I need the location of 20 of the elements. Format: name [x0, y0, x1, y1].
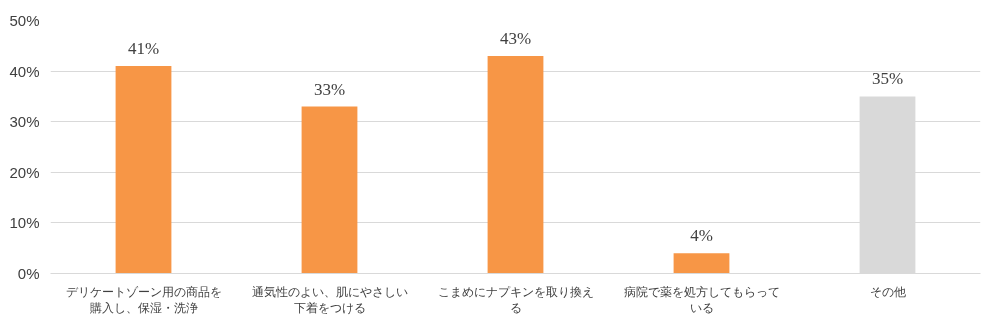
data-label: 4% [690, 226, 713, 246]
y-tick-label: 30% [9, 113, 40, 131]
y-tick-label: 50% [9, 12, 40, 29]
y-tick-label: 10% [9, 214, 40, 232]
x-tick-label: こまめにナプキンを取り換える [437, 284, 594, 316]
x-tick-label: 通気性のよい、肌にやさしい下着をつける [251, 284, 408, 316]
y-tick-label: 40% [9, 62, 40, 80]
bar [301, 106, 358, 274]
x-tick-label: 病院で薬を処方してもらっている [623, 284, 780, 316]
data-label: 35% [871, 69, 904, 89]
y-tick-label: 20% [9, 163, 40, 181]
bar [487, 55, 544, 274]
y-tick-label: 0% [17, 265, 40, 282]
x-tick-label: デリケートゾーン用の商品を購入し、保湿・洗浄 [65, 284, 222, 316]
x-tick-label: その他 [869, 284, 906, 299]
data-label: 41% [127, 39, 160, 59]
bar [673, 253, 730, 274]
data-label: 43% [499, 28, 532, 48]
data-label: 33% [313, 79, 346, 99]
bar [115, 66, 172, 274]
